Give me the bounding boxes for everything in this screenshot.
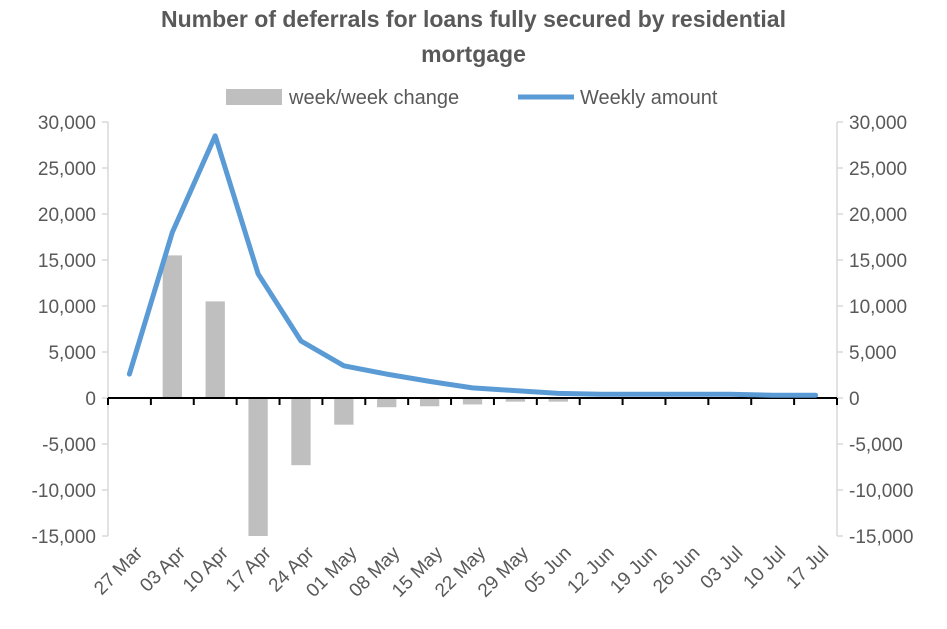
x-tick-label: 03 Jul [697, 543, 748, 594]
y-tick-label-right: -15,000 [849, 527, 913, 548]
x-tick-label: 03 Apr [136, 542, 190, 596]
legend-swatch-bar [226, 89, 282, 105]
legend-label-line: Weekly amount [580, 87, 718, 109]
bar [291, 398, 311, 466]
y-tick-label-right: 25,000 [849, 159, 907, 180]
x-tick-label: 10 Apr [179, 542, 233, 596]
series-line-weekly-amount [126, 133, 819, 398]
x-tick-label: 27 Mar [90, 542, 147, 599]
bar [205, 301, 225, 398]
y-tick-label-left: 0 [85, 389, 96, 410]
y-tick-label-left: -15,000 [32, 527, 96, 548]
bar [419, 398, 440, 407]
bar [505, 398, 526, 402]
y-tick-label-right: 15,000 [849, 251, 907, 272]
legend: week/week change Weekly amount [226, 87, 718, 109]
bar [462, 398, 483, 405]
y-tick-label-left: 30,000 [38, 113, 96, 134]
y-tick-label-right: 20,000 [849, 205, 907, 226]
chart-title-line-1: Number of deferrals for loans fully secu… [160, 6, 786, 32]
y-tick-label-left: 20,000 [38, 205, 96, 226]
bar [334, 398, 354, 425]
y-tick-label-right: 5,000 [849, 343, 897, 364]
y-tick-label-right: 30,000 [849, 113, 907, 134]
y-tick-label-left: -10,000 [32, 481, 96, 502]
y-tick-label-left: 15,000 [38, 251, 96, 272]
x-tick-label: 26 Jun [649, 543, 704, 598]
y-tick-label-left: 25,000 [38, 159, 96, 180]
y-tick-label-right: -5,000 [849, 435, 903, 456]
y-tick-label-right: 0 [849, 389, 860, 410]
y-tick-label-right: -10,000 [849, 481, 913, 502]
bar [377, 398, 397, 408]
x-tick-label: 05 Jun [521, 543, 576, 598]
y-tick-label-left: -5,000 [42, 435, 96, 456]
plot-area: 30,000 30,000 25,000 25,000 20,000 20,000 15,0… [32, 113, 914, 602]
legend-label-bar: week/week change [288, 87, 459, 109]
x-tick-label: 19 Jun [606, 543, 661, 598]
y-tick-label-right: 10,000 [849, 297, 907, 318]
bar [248, 398, 268, 536]
x-tick-label: 10 Jul [740, 543, 791, 594]
x-tick-label: 12 Jun [563, 543, 618, 598]
y-tick-label-left: 5,000 [48, 343, 96, 364]
x-tick-label: 17 Jul [782, 543, 833, 594]
bar [162, 255, 182, 398]
bar [548, 398, 568, 402]
y-tick-label-left: 10,000 [38, 297, 96, 318]
x-tick-label: 17 Apr [222, 542, 276, 596]
chart-title: Number of deferrals for loans fully secu… [0, 2, 947, 72]
chart-title-line-2: mortgage [421, 41, 526, 67]
